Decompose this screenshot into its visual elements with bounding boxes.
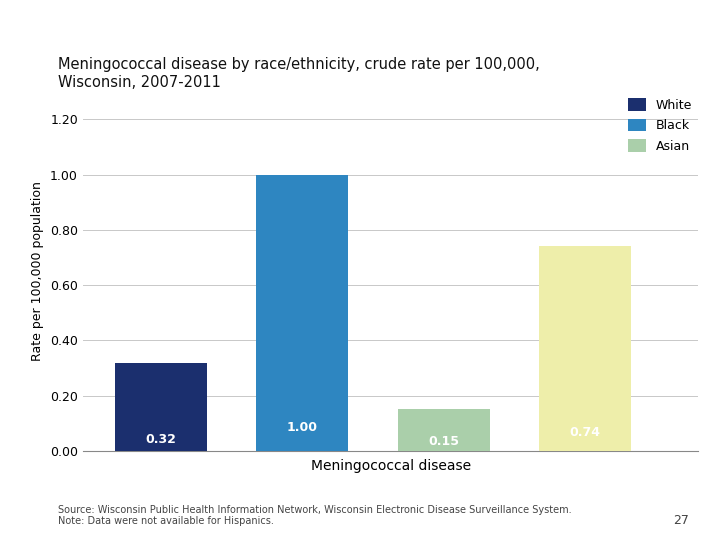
Legend: White, Black, Asian: White, Black, Asian	[629, 98, 692, 153]
Text: 0.74: 0.74	[570, 426, 600, 438]
Text: Source: Wisconsin Public Health Information Network, Wisconsin Electronic Diseas: Source: Wisconsin Public Health Informat…	[58, 505, 571, 526]
Y-axis label: Rate per 100,000 population: Rate per 100,000 population	[32, 181, 45, 361]
Text: 0.32: 0.32	[145, 433, 176, 446]
Bar	[256, 174, 348, 451]
Bar	[114, 362, 207, 451]
Text: 0.15: 0.15	[428, 435, 459, 448]
Bar	[539, 246, 631, 451]
Text: 1.00: 1.00	[287, 421, 318, 434]
Text: 27: 27	[673, 514, 689, 526]
Text: COMMUNICABLE DISEASE: COMMUNICABLE DISEASE	[9, 14, 219, 28]
Text: Incidence of communicable disease: Incidence of communicable disease	[449, 14, 711, 28]
Bar	[397, 409, 490, 451]
Text: Wisconsin, 2007-2011: Wisconsin, 2007-2011	[58, 75, 220, 90]
X-axis label: Meningococcal disease: Meningococcal disease	[310, 459, 471, 473]
Text: Meningococcal disease by race/ethnicity, crude rate per 100,000,: Meningococcal disease by race/ethnicity,…	[58, 57, 539, 72]
